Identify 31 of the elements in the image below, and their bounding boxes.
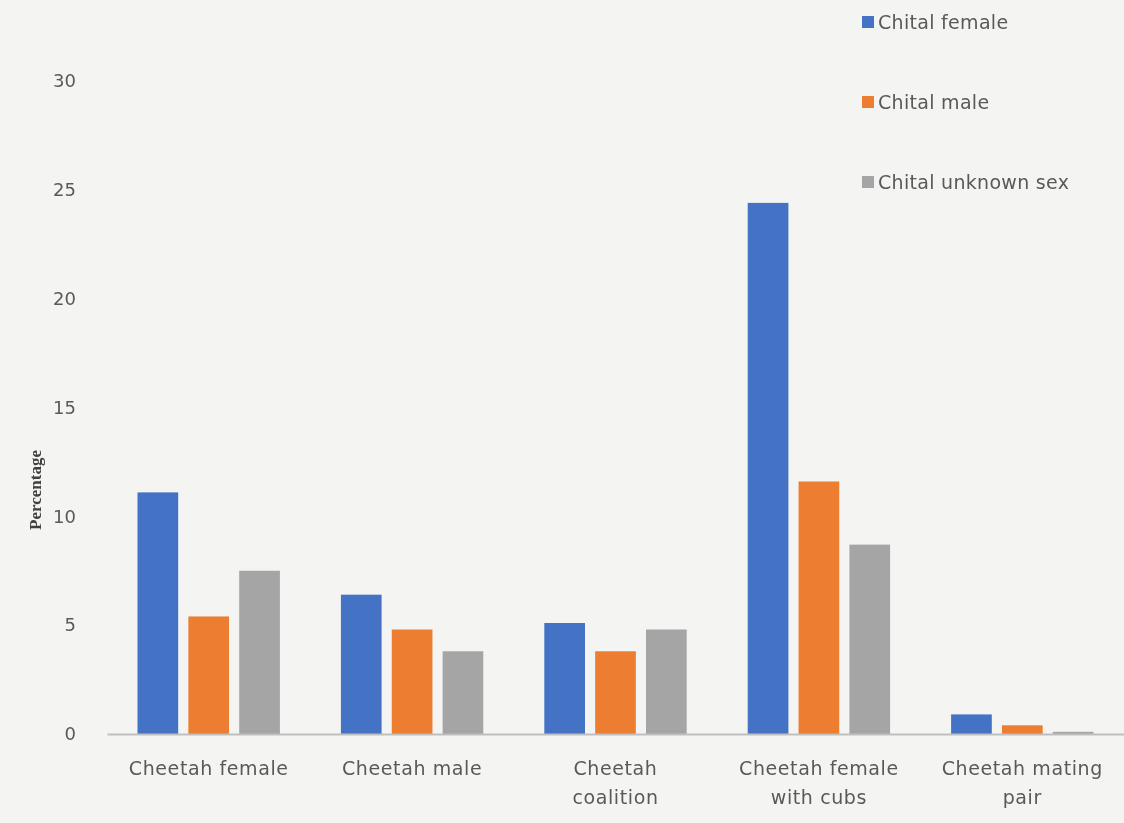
- x-tick-label: Cheetah female with cubs: [739, 757, 899, 809]
- legend-label: Chital male: [878, 91, 990, 113]
- y-tick-label: 20: [53, 287, 76, 309]
- bar: [747, 202, 789, 734]
- bar: [340, 594, 382, 734]
- bar: [137, 492, 179, 734]
- bar: [391, 629, 433, 734]
- bar: [951, 714, 992, 734]
- bar: [544, 622, 585, 734]
- bar: [1001, 725, 1043, 734]
- bar: [849, 544, 891, 734]
- x-tick-label: Cheetah mating pair: [941, 757, 1103, 809]
- bar: [595, 651, 636, 734]
- y-tick-label: 10: [53, 505, 76, 527]
- bar: [239, 570, 280, 734]
- bar: [646, 629, 687, 734]
- legend-label: Chital female: [878, 11, 1009, 33]
- y-tick-label: 25: [53, 179, 76, 201]
- y-tick-label: 30: [53, 70, 76, 92]
- y-tick-label: 0: [64, 723, 76, 745]
- legend-label: Chital unknown sex: [878, 171, 1070, 193]
- y-tick-label: 5: [64, 614, 76, 636]
- bar: [188, 616, 230, 734]
- bar: [798, 481, 840, 734]
- bar: [442, 651, 484, 734]
- x-tick-label: Cheetah male: [342, 757, 483, 779]
- x-tick-label: Cheetah coalition: [572, 757, 659, 809]
- bar: [1052, 731, 1094, 734]
- x-tick-label: Cheetah female: [128, 757, 289, 779]
- y-tick-label: 15: [53, 396, 76, 418]
- y-axis-title: Percentage: [26, 449, 45, 530]
